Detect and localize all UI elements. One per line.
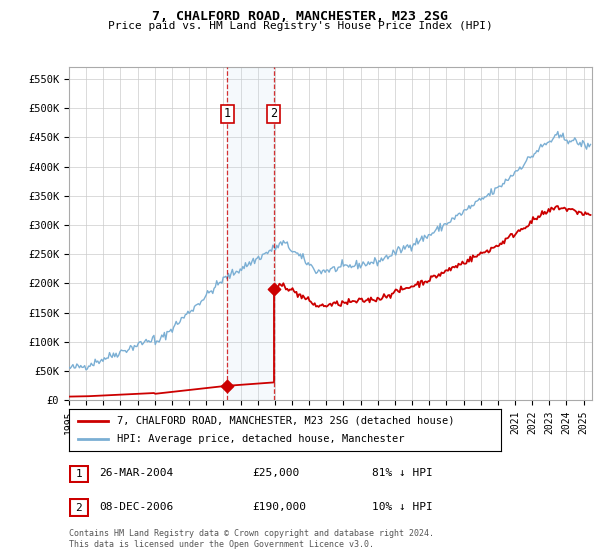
Text: 2: 2 — [270, 108, 277, 120]
Text: 2: 2 — [76, 503, 82, 512]
Text: 7, CHALFORD ROAD, MANCHESTER, M23 2SG: 7, CHALFORD ROAD, MANCHESTER, M23 2SG — [152, 10, 448, 23]
Text: 81% ↓ HPI: 81% ↓ HPI — [372, 468, 433, 478]
Point — [223, 381, 232, 390]
Text: 1: 1 — [76, 469, 82, 479]
Text: 1: 1 — [224, 108, 231, 120]
Text: 08-DEC-2006: 08-DEC-2006 — [99, 502, 173, 512]
Point — [269, 285, 278, 294]
Text: 7, CHALFORD ROAD, MANCHESTER, M23 2SG (detached house): 7, CHALFORD ROAD, MANCHESTER, M23 2SG (d… — [116, 416, 454, 426]
FancyBboxPatch shape — [70, 500, 88, 516]
Text: 26-MAR-2004: 26-MAR-2004 — [99, 468, 173, 478]
Text: Price paid vs. HM Land Registry's House Price Index (HPI): Price paid vs. HM Land Registry's House … — [107, 21, 493, 31]
Text: HPI: Average price, detached house, Manchester: HPI: Average price, detached house, Manc… — [116, 434, 404, 444]
Text: £25,000: £25,000 — [252, 468, 299, 478]
Text: 10% ↓ HPI: 10% ↓ HPI — [372, 502, 433, 512]
Bar — [227, 67, 274, 400]
Text: Contains HM Land Registry data © Crown copyright and database right 2024.
This d: Contains HM Land Registry data © Crown c… — [69, 529, 434, 549]
FancyBboxPatch shape — [70, 466, 88, 482]
Text: £190,000: £190,000 — [252, 502, 306, 512]
